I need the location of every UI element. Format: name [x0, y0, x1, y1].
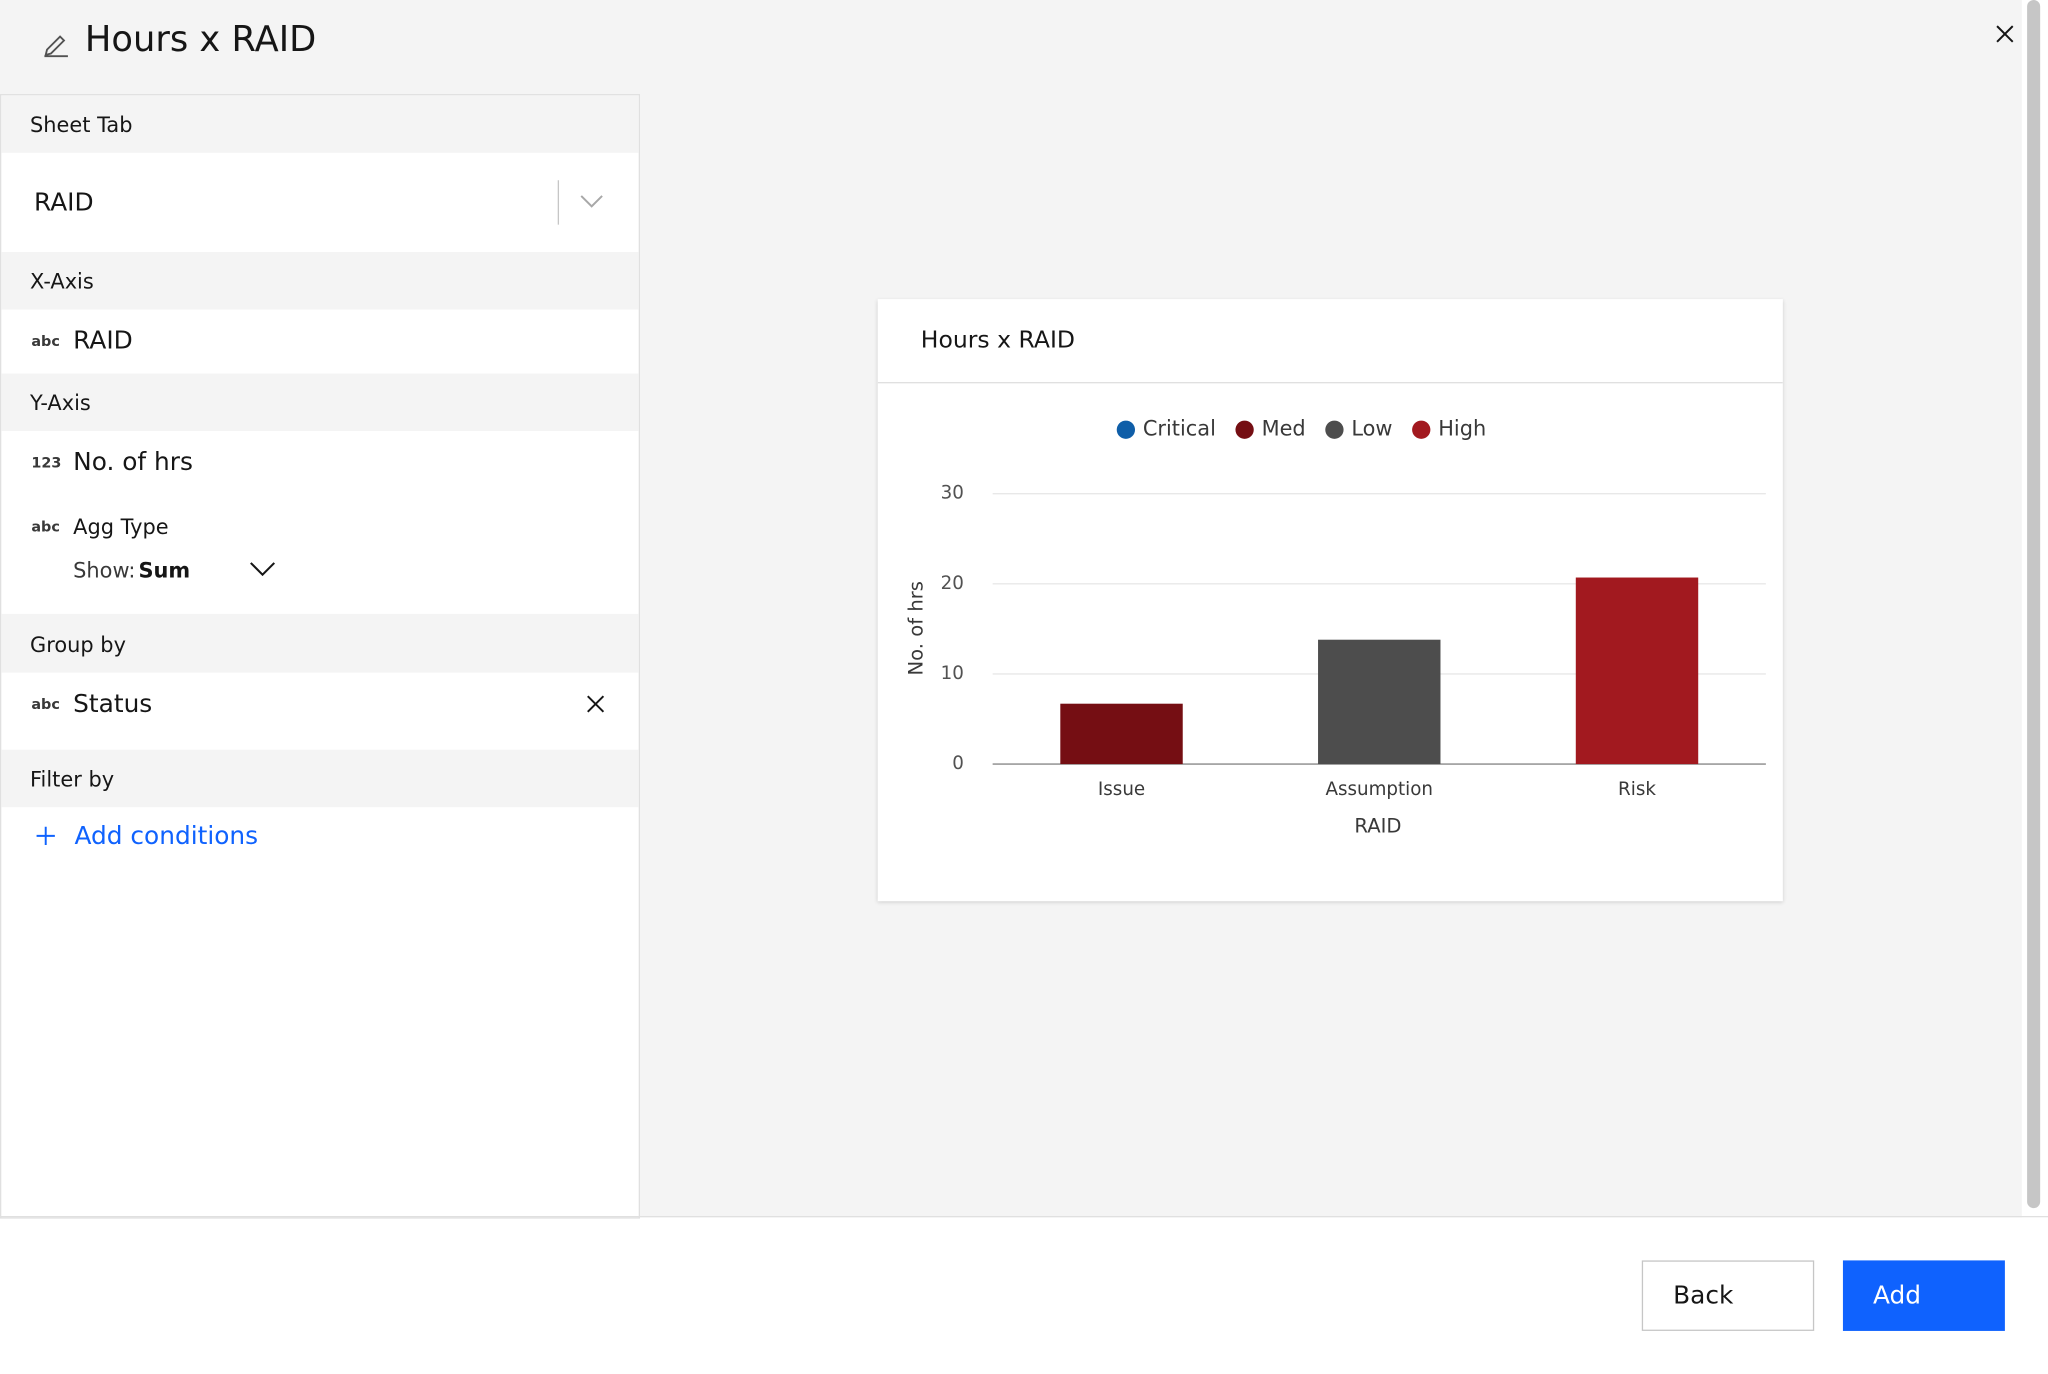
type-icon: abc — [31, 333, 60, 351]
divider — [557, 180, 560, 225]
section-band — [1, 252, 639, 310]
chart-card: Hours x RAID RAID No. of hrs 0 10 20 30 Crit… — [877, 299, 1783, 902]
back-label[interactable]: Back — [1673, 1281, 1734, 1311]
section-label: Filter by — [30, 766, 115, 792]
chevron[interactable] — [248, 559, 277, 577]
section-label: Group by — [30, 632, 126, 657]
remove-icon[interactable] — [586, 695, 605, 713]
edit-icon[interactable] — [42, 29, 71, 58]
legend-label: Low — [1351, 417, 1392, 441]
bar — [1060, 703, 1183, 765]
y-tick-label: 10 — [941, 663, 964, 684]
section-label: X-Axis — [30, 269, 94, 294]
legend-label: Med — [1262, 417, 1306, 441]
section-band — [1, 373, 639, 432]
section-label: Y-Axis — [30, 390, 91, 416]
section-band — [1, 613, 639, 673]
x-tick-label: Issue — [1098, 779, 1145, 800]
field: RAID — [73, 326, 133, 356]
legend-label: High — [1438, 417, 1486, 441]
show-value[interactable]: Sum — [138, 557, 191, 583]
back-button[interactable] — [1641, 1260, 1815, 1331]
section-label: Sheet Tab — [30, 112, 133, 138]
chart: Hours x RAID RAID No. of hrs 0 10 20 30 Crit… — [877, 325, 1783, 837]
x-tick-label: Assumption — [1326, 779, 1433, 800]
y-tick-label: 30 — [941, 483, 964, 504]
add-label[interactable]: Add — [1872, 1281, 1922, 1311]
legend-swatch — [1235, 420, 1254, 439]
add-conditions[interactable]: Add conditions — [74, 821, 259, 851]
legend-swatch — [1325, 420, 1344, 439]
plus-icon[interactable] — [35, 825, 56, 846]
legend-swatch — [1412, 420, 1431, 439]
show-label: Show: — [73, 557, 136, 583]
type-icon: abc — [31, 696, 60, 714]
x-tick-label: Risk — [1618, 779, 1656, 800]
x-axis-label: RAID — [1354, 814, 1401, 837]
y-tick-label: 0 — [952, 753, 964, 774]
agg-label: Agg Type — [73, 514, 169, 540]
chevron[interactable] — [579, 192, 605, 210]
dialog-title: Hours x RAID — [84, 19, 317, 61]
section-band — [1, 95, 639, 153]
bar — [1575, 577, 1699, 765]
header — [0, 0, 2022, 95]
type-icon: abc — [31, 518, 60, 536]
bar — [1318, 639, 1441, 765]
field: Status — [73, 689, 153, 719]
footer-border — [0, 1215, 2048, 1218]
legend-label: Critical — [1143, 417, 1216, 441]
type-icon: 123 — [31, 454, 62, 472]
add-button[interactable] — [1842, 1260, 2005, 1331]
field: No. of hrs — [73, 447, 193, 477]
select-value[interactable]: RAID — [33, 188, 94, 217]
legend-swatch — [1116, 420, 1136, 439]
close-icon[interactable] — [1994, 24, 2015, 45]
chart-title: Hours x RAID — [921, 325, 1075, 353]
y-axis-label: No. of hrs — [904, 581, 927, 675]
y-tick-label: 20 — [941, 573, 964, 594]
section-band — [1, 749, 639, 808]
scrollbar[interactable] — [2027, 0, 2041, 1209]
